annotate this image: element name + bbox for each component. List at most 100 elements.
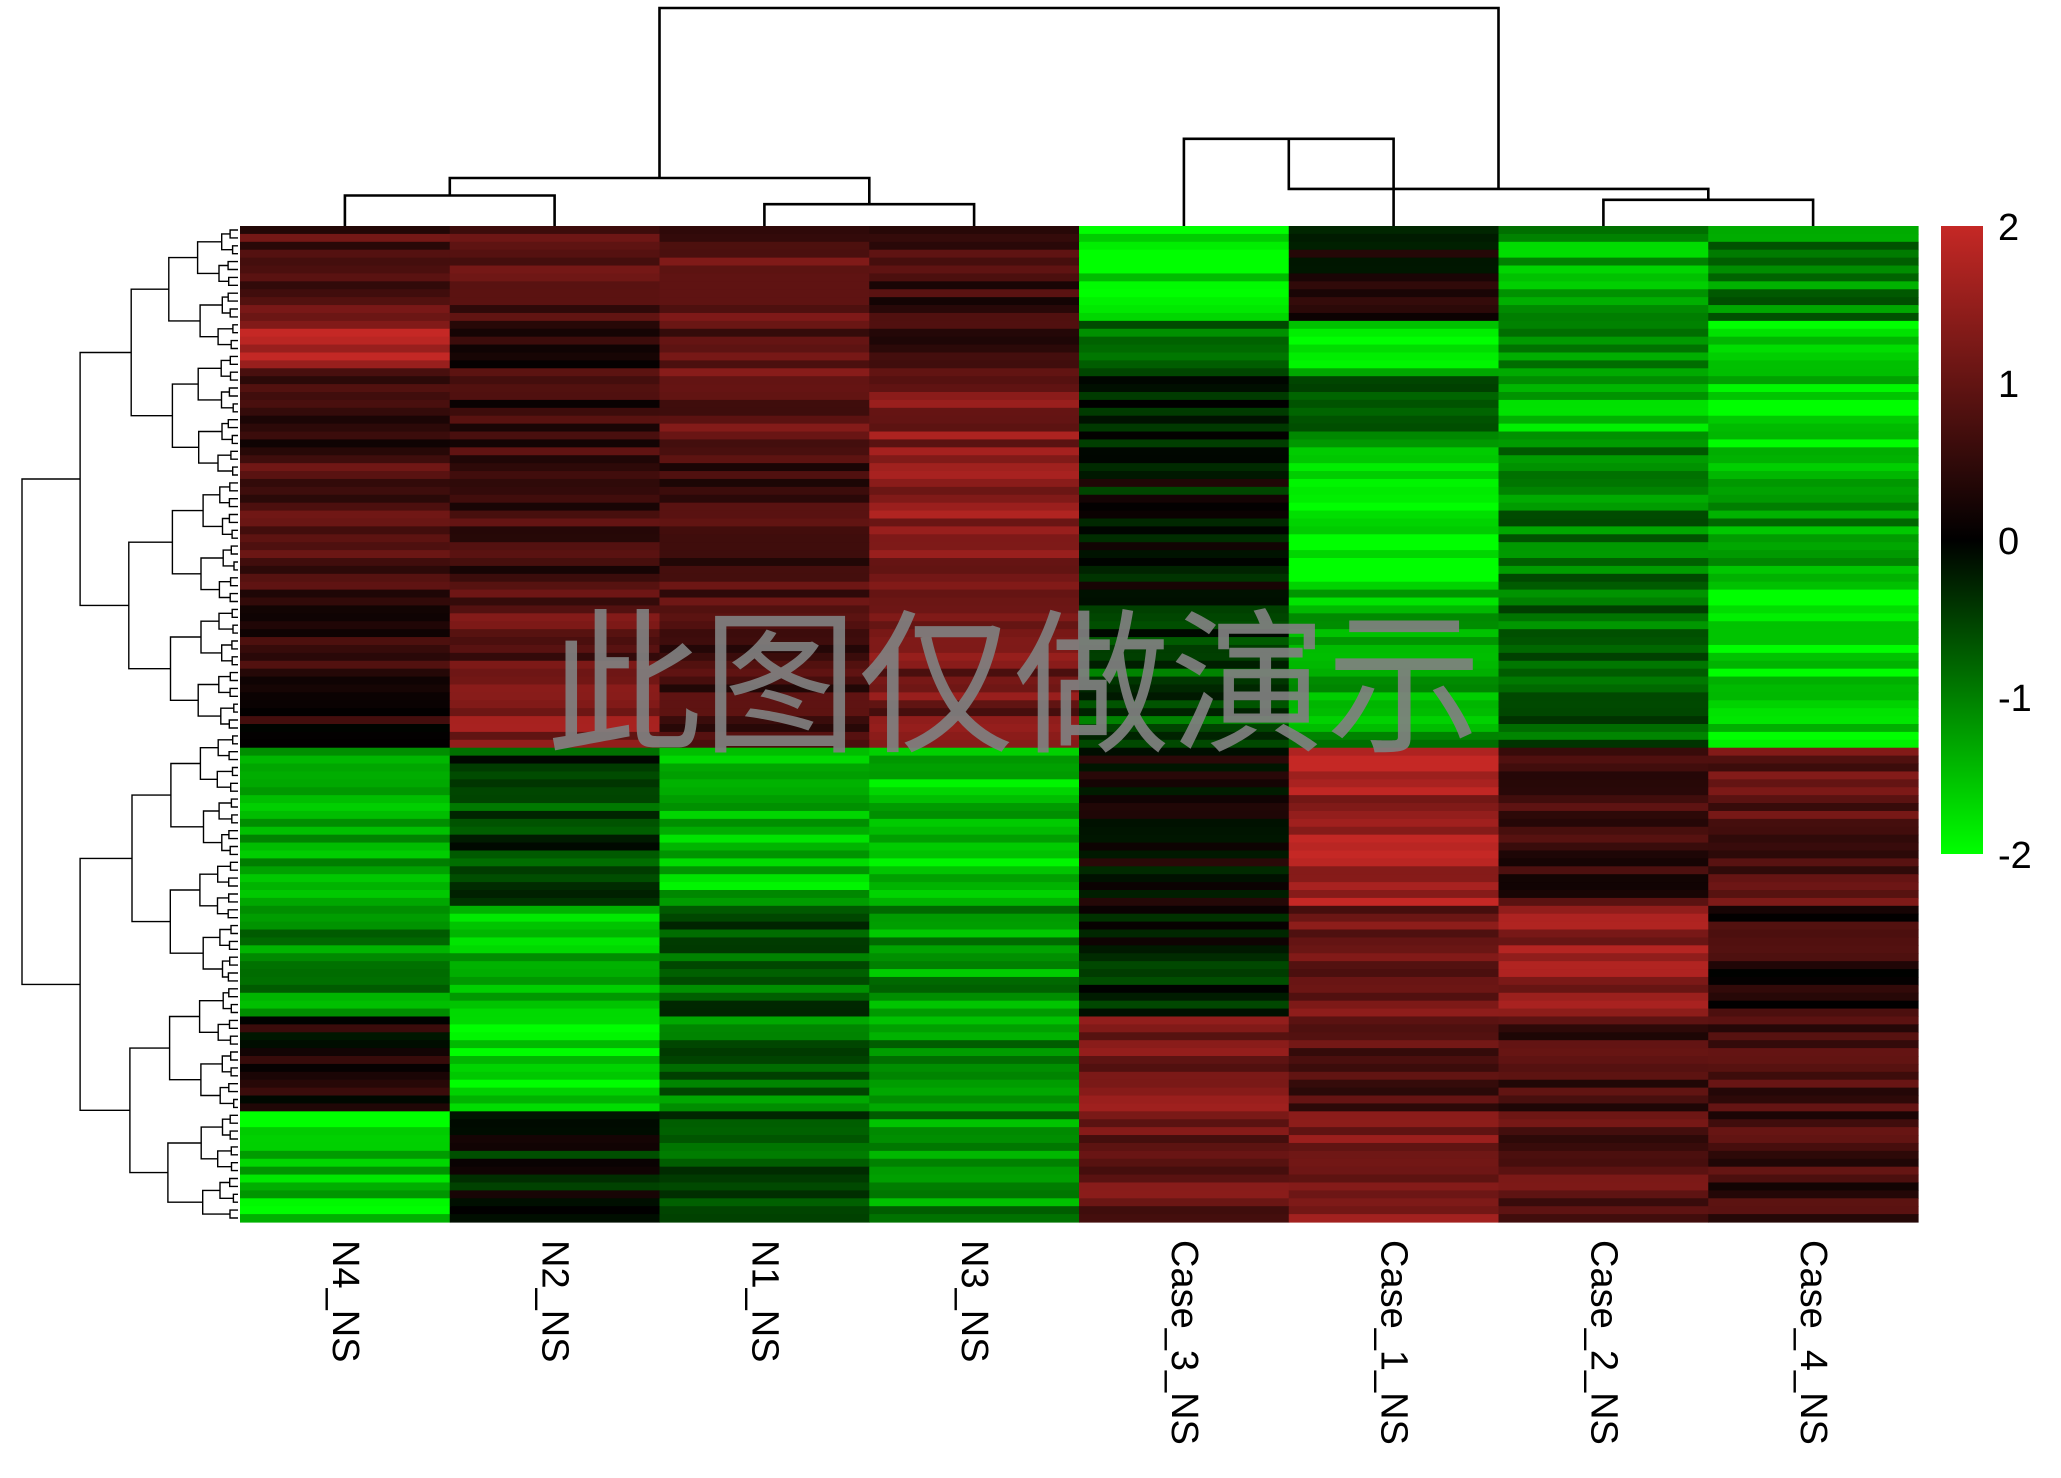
heatmap-cell: [659, 478, 870, 488]
heatmap-cell: [1288, 771, 1500, 780]
heatmap-cell: [869, 692, 1080, 701]
heatmap-cell: [1288, 1174, 1500, 1184]
heatmap-cell: [449, 1214, 661, 1223]
heatmap-cell: [1288, 281, 1500, 290]
heatmap-cell: [869, 478, 1080, 488]
dendrogram-link: [228, 830, 238, 840]
heatmap-cell: [869, 328, 1080, 338]
heatmap-cell: [1708, 771, 1919, 780]
heatmap-cell: [659, 629, 870, 638]
heatmap-cell: [869, 961, 1080, 970]
heatmap-cell: [869, 415, 1080, 425]
heatmap-cell: [240, 1174, 451, 1184]
dendrogram-link: [199, 873, 218, 907]
heatmap-cell: [1079, 439, 1290, 448]
heatmap-cell: [1288, 1214, 1500, 1223]
dendrogram-link: [171, 509, 204, 575]
heatmap-cell: [240, 637, 451, 646]
heatmap-cell: [1498, 724, 1709, 733]
heatmap-cell: [1288, 684, 1500, 693]
dendrogram-link: [170, 762, 204, 828]
heatmap-cell: [1708, 1032, 1919, 1041]
dendrogram-link: [21, 478, 81, 986]
heatmap-cell: [449, 637, 661, 646]
heatmap-cell: [1288, 660, 1500, 670]
dendrogram-link: [231, 766, 238, 777]
heatmap-cell: [1079, 1103, 1290, 1112]
heatmap-cell: [869, 1182, 1080, 1191]
heatmap-cell: [240, 573, 451, 583]
heatmap-cell: [869, 992, 1080, 1002]
heatmap-cell: [659, 1032, 870, 1041]
heatmap-cell: [869, 818, 1080, 828]
heatmap-cell: [1498, 581, 1709, 591]
heatmap-cell: [1708, 842, 1919, 852]
heatmap-cell: [1288, 1142, 1500, 1152]
heatmap-cell: [869, 1206, 1080, 1215]
heatmap-cell: [869, 810, 1080, 820]
dendrogram-link: [218, 581, 231, 599]
heatmap-cell: [1079, 257, 1290, 267]
heatmap-cell: [659, 826, 870, 836]
heatmap-cell: [240, 937, 451, 946]
heatmap-cell: [449, 1150, 661, 1160]
dendrogram-link: [763, 202, 976, 226]
heatmap-cell: [1708, 368, 1919, 377]
heatmap-cell: [240, 1135, 451, 1144]
heatmap-cell: [1708, 289, 1919, 298]
heatmap-cell: [1079, 826, 1290, 836]
heatmap-cell: [1708, 494, 1919, 504]
dendrogram-link: [197, 367, 222, 401]
heatmap-cell: [1498, 392, 1709, 401]
heatmap-cell: [1079, 447, 1290, 456]
heatmap-cell: [449, 684, 661, 693]
heatmap-cell: [240, 439, 451, 448]
heatmap-cell: [1079, 573, 1290, 583]
heatmap-cell: [449, 913, 661, 923]
heatmap-cell: [659, 644, 870, 654]
heatmap-cell: [1498, 526, 1709, 535]
heatmap-cell: [1079, 842, 1290, 852]
heatmap-cell: [1498, 1150, 1709, 1160]
dendrogram-link: [232, 735, 238, 745]
heatmap-cell: [869, 550, 1080, 559]
dendrogram-link: [229, 1209, 238, 1219]
heatmap-cell: [449, 368, 661, 377]
heatmap-cell: [659, 1190, 870, 1199]
heatmap-cell: [1498, 1103, 1709, 1112]
heatmap-cell: [1079, 795, 1290, 804]
heatmap-cell: [1708, 1166, 1919, 1176]
heatmap-cell: [240, 1150, 451, 1160]
heatmap-cell: [1079, 1032, 1290, 1041]
heatmap-cell: [1288, 597, 1500, 607]
heatmap-cell: [1079, 1008, 1290, 1018]
heatmap-cell: [1498, 336, 1709, 346]
heatmap-cell: [1288, 344, 1500, 354]
heatmap-cell: [1288, 1048, 1500, 1057]
heatmap-cell: [449, 249, 661, 259]
dendrogram-link: [229, 1035, 238, 1045]
heatmap-cell: [1079, 937, 1290, 946]
heatmap-cell: [1708, 273, 1919, 282]
dendrogram-link: [230, 798, 238, 808]
heatmap-cell: [869, 455, 1080, 464]
heatmap-cell: [449, 1056, 661, 1065]
heatmap-cell: [869, 850, 1080, 859]
heatmap-cell: [240, 692, 451, 701]
heatmap-cell: [659, 1127, 870, 1136]
heatmap-cell: [1079, 850, 1290, 859]
heatmap-cell: [1079, 716, 1290, 725]
dendrogram-link: [128, 541, 173, 670]
heatmap-cell: [1079, 629, 1290, 638]
heatmap-cell: [869, 708, 1080, 717]
heatmap-cell: [240, 526, 451, 535]
heatmap-cell: [1498, 297, 1709, 306]
heatmap-cell: [1498, 1008, 1709, 1018]
heatmap-cell: [1079, 305, 1290, 314]
heatmap-cell: [659, 795, 870, 804]
heatmap-cell: [1708, 834, 1919, 844]
heatmap-cell: [1708, 336, 1919, 346]
heatmap-cell: [659, 550, 870, 559]
column-label: N2_NS: [534, 1240, 576, 1363]
dendrogram-link: [131, 794, 171, 923]
